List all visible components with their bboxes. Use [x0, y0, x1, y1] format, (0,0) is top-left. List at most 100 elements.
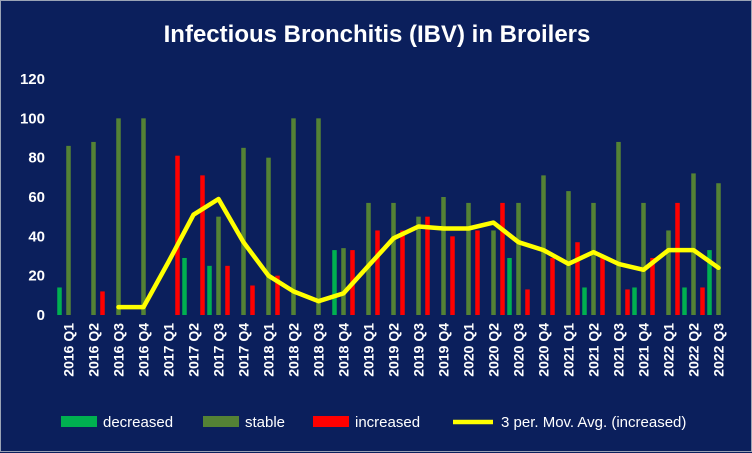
bar-increased	[375, 230, 380, 315]
legend-label: stable	[245, 414, 285, 431]
bar-stable	[541, 175, 546, 315]
bar-stable	[591, 202, 596, 315]
bar-increased	[600, 257, 605, 315]
bar-stable	[516, 202, 521, 315]
x-tick-label: 2019 Q1	[361, 323, 377, 377]
bar-stable	[316, 118, 321, 315]
bar-increased	[700, 287, 705, 315]
bar-stable	[391, 202, 396, 315]
bar-stable	[641, 202, 646, 315]
bar-increased	[500, 202, 505, 315]
bar-stable	[141, 118, 146, 315]
bar-increased	[400, 230, 405, 315]
x-tick-label: 2019 Q3	[411, 323, 427, 377]
bar-increased	[525, 289, 530, 315]
bar-decreased	[707, 250, 712, 315]
x-tick-label: 2021 Q3	[611, 323, 627, 377]
bar-increased	[425, 216, 430, 315]
bar-increased	[100, 291, 105, 315]
y-tick-label: 120	[20, 71, 45, 88]
bar-increased	[550, 257, 555, 315]
legend-swatch	[61, 416, 97, 427]
bar-increased	[650, 257, 655, 315]
bar-decreased	[507, 257, 512, 315]
x-tick-label: 2020 Q2	[486, 323, 502, 377]
bar-decreased	[582, 287, 587, 315]
legend-label: increased	[355, 414, 420, 431]
x-tick-label: 2016 Q3	[111, 323, 127, 377]
x-tick-label: 2018 Q3	[311, 323, 327, 377]
x-tick-label: 2016 Q2	[86, 323, 102, 377]
bar-stable	[466, 202, 471, 315]
bar-stable	[666, 230, 671, 315]
x-tick-label: 2016 Q1	[61, 323, 77, 377]
x-tick-label: 2022 Q1	[661, 323, 677, 377]
x-tick-label: 2020 Q3	[511, 323, 527, 377]
y-tick-label: 40	[28, 228, 45, 245]
x-tick-label: 2019 Q4	[436, 323, 452, 377]
bar-stable	[241, 147, 246, 315]
bar-stable	[691, 173, 696, 315]
x-tick-label: 2021 Q2	[586, 323, 602, 377]
bar-stable	[491, 230, 496, 315]
x-tick-label: 2018 Q2	[286, 323, 302, 377]
bar-stable	[616, 141, 621, 315]
bar-stable	[341, 248, 346, 315]
x-tick-label: 2017 Q1	[161, 323, 177, 377]
bar-increased	[175, 155, 180, 315]
y-tick-label: 60	[28, 189, 45, 206]
x-tick-label: 2018 Q1	[261, 323, 277, 377]
y-axis-ticks: 0 20 40 60 80 100 120	[20, 71, 45, 324]
bar-stable	[566, 191, 571, 315]
moving-average-line	[116, 196, 721, 310]
bar-increased	[225, 265, 230, 315]
x-tick-label: 2016 Q4	[136, 323, 152, 377]
x-tick-label: 2020 Q1	[461, 323, 477, 377]
bar-increased	[200, 175, 205, 315]
y-tick-label: 100	[20, 110, 45, 127]
y-tick-label: 80	[28, 150, 45, 167]
legend-swatch	[203, 416, 239, 427]
bar-decreased	[182, 257, 187, 315]
bar-decreased	[682, 287, 687, 315]
bar-stable	[441, 197, 446, 315]
x-axis-ticks: 2016 Q1 2016 Q2 2016 Q3 2016 Q4 2017 Q1 2017 …	[61, 323, 727, 377]
bar-stable	[366, 202, 371, 315]
bar-stable	[266, 157, 271, 315]
x-tick-label: 2022 Q3	[711, 323, 727, 377]
bar-stable	[416, 216, 421, 315]
bar-increased	[250, 285, 255, 315]
bar-increased	[575, 242, 580, 315]
x-tick-label: 2018 Q4	[336, 323, 352, 377]
bar-increased	[625, 289, 630, 315]
bar-increased	[675, 202, 680, 315]
bar-decreased	[207, 265, 212, 315]
legend-label: 3 per. Mov. Avg. (increased)	[501, 414, 686, 431]
chart-title: Infectious Bronchitis (IBV) in Broilers	[163, 21, 591, 48]
x-tick-label: 2019 Q2	[386, 323, 402, 377]
x-tick-label: 2021 Q4	[636, 323, 652, 377]
bar-series	[57, 118, 721, 315]
bar-stable	[291, 118, 296, 315]
bar-decreased	[332, 250, 337, 315]
y-tick-label: 0	[37, 307, 45, 324]
moving-average-path	[116, 196, 721, 310]
legend-label: decreased	[103, 414, 173, 431]
legend: decreased stable increased 3 per. Mov. Avg.…	[61, 414, 686, 431]
bar-stable	[216, 216, 221, 315]
bar-stable	[716, 183, 721, 315]
bar-stable	[91, 141, 96, 315]
bar-increased	[475, 230, 480, 315]
x-tick-label: 2017 Q4	[236, 323, 252, 377]
x-tick-label: 2021 Q1	[561, 323, 577, 377]
bar-stable	[116, 118, 121, 315]
x-tick-label: 2017 Q3	[211, 323, 227, 377]
bar-increased	[275, 275, 280, 315]
x-tick-label: 2022 Q2	[686, 323, 702, 377]
legend-swatch	[313, 416, 349, 427]
bar-decreased	[632, 287, 637, 315]
bar-stable	[66, 145, 71, 315]
x-tick-label: 2017 Q2	[186, 323, 202, 377]
